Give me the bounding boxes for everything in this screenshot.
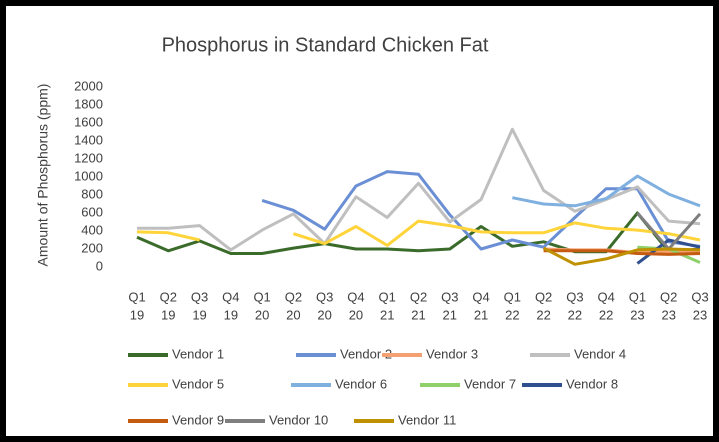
y-tick-label: 1600 [74, 114, 103, 129]
x-tick-label: 23 [693, 307, 707, 322]
series-line [542, 246, 701, 266]
x-tick-label: Q2 [285, 289, 302, 304]
x-tick-label: Q1 [379, 289, 396, 304]
x-tick-label: 21 [474, 307, 488, 322]
legend-label: Vendor 6 [335, 376, 387, 391]
x-tick-label: Q4 [472, 289, 489, 304]
x-tick-label: Q2 [160, 289, 177, 304]
legend-label: Vendor 11 [398, 412, 456, 427]
y-tick-label: 200 [81, 240, 103, 255]
x-tick-label: 22 [536, 307, 550, 322]
x-tick-label: Q4 [222, 289, 239, 304]
y-axis-label: Amount of Phosphorus (ppm) [35, 84, 51, 267]
x-tick-label: 22 [599, 307, 613, 322]
x-tick-label: 20 [286, 307, 300, 322]
legend-label: Vendor 1 [172, 346, 224, 361]
legend-label: Vendor 7 [464, 376, 516, 391]
x-tick-label: 20 [255, 307, 269, 322]
x-tick-label: 21 [380, 307, 394, 322]
x-tick-label: 19 [161, 307, 175, 322]
y-tick-label: 1000 [74, 168, 103, 183]
y-tick-label: 600 [81, 204, 103, 219]
y-tick-label: 800 [81, 186, 103, 201]
x-tick-label: Q1 [128, 289, 145, 304]
x-tick-label: Q2 [535, 289, 552, 304]
legend-label: Vendor 3 [426, 346, 478, 361]
x-tick-label: Q2 [410, 289, 427, 304]
y-tick-label: 400 [81, 222, 103, 237]
x-tick-label: 22 [568, 307, 582, 322]
x-tick-label: Q4 [597, 289, 614, 304]
x-tick-label: 19 [192, 307, 206, 322]
x-tick-label: 20 [317, 307, 331, 322]
series-line [512, 174, 701, 208]
legend-label: Vendor 8 [566, 376, 618, 391]
x-tick-label: Q1 [629, 289, 646, 304]
x-tick-label: Q3 [691, 289, 708, 304]
x-tick-label: 22 [505, 307, 519, 322]
x-tick-label: 23 [630, 307, 644, 322]
y-tick-label: 0 [96, 258, 103, 273]
x-tick-label: 19 [224, 307, 238, 322]
x-tick-label: Q2 [660, 289, 677, 304]
legend-label: Vendor 2 [340, 346, 392, 361]
x-tick-label: Q3 [566, 289, 583, 304]
series-line [261, 170, 701, 251]
x-tick-label: 20 [349, 307, 363, 322]
legend-label: Vendor 5 [172, 376, 224, 391]
series-line [136, 219, 701, 247]
y-tick-label: 1200 [74, 150, 103, 165]
legend-label: Vendor 4 [574, 346, 626, 361]
y-tick-label: 1800 [74, 96, 103, 111]
series-line [543, 249, 701, 256]
y-tick-label: 2000 [74, 78, 103, 93]
legend-label: Vendor 9 [172, 412, 224, 427]
chart-title: Phosphorus in Standard Chicken Fat [162, 34, 489, 56]
x-tick-label: 23 [661, 307, 675, 322]
x-tick-label: 21 [411, 307, 425, 322]
x-tick-label: Q1 [253, 289, 270, 304]
x-tick-label: Q3 [441, 289, 458, 304]
y-tick-label: 1400 [74, 132, 103, 147]
legend-label: Vendor 10 [269, 412, 328, 427]
series-line [636, 238, 701, 265]
x-tick-label: Q3 [191, 289, 208, 304]
x-tick-label: Q3 [316, 289, 333, 304]
x-tick-label: Q4 [347, 289, 364, 304]
x-tick-label: Q1 [504, 289, 521, 304]
x-tick-label: 21 [443, 307, 457, 322]
x-tick-label: 19 [130, 307, 144, 322]
